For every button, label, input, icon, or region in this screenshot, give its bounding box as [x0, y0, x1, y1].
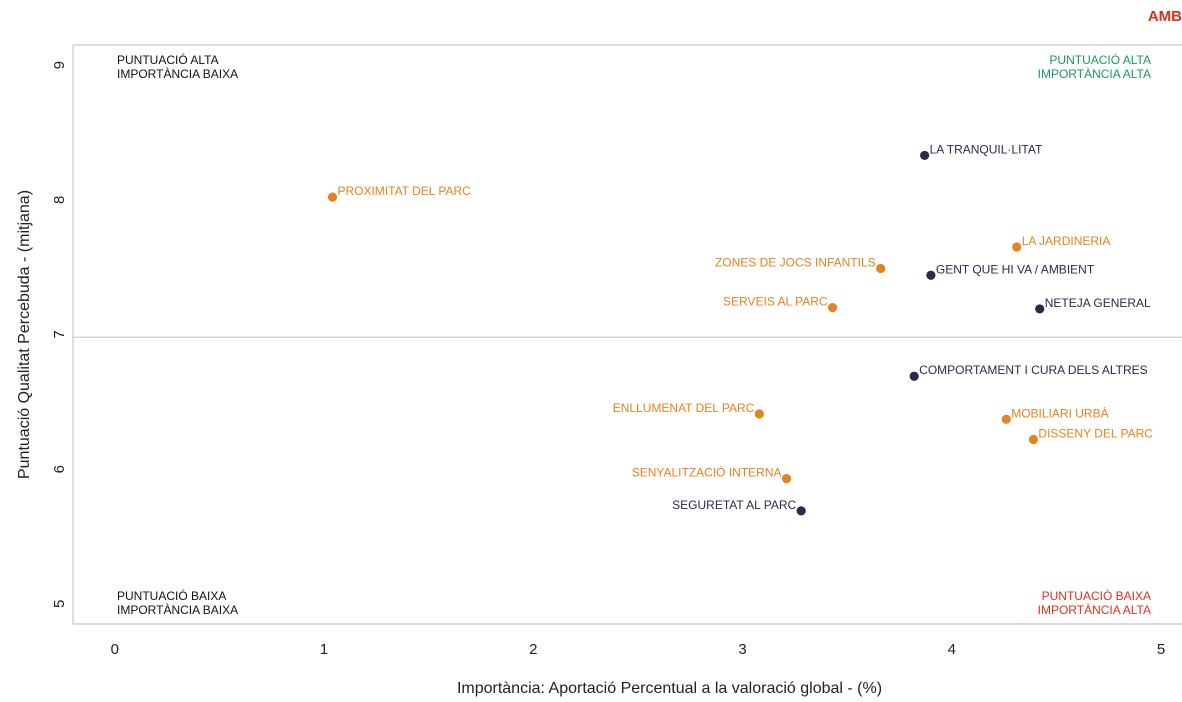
- quadrant-label: PUNTUACIÓ ALTA: [1049, 52, 1151, 67]
- data-point: [1035, 304, 1045, 314]
- data-label: COMPORTAMENT I CURA DELS ALTRES: [919, 363, 1148, 377]
- data-point: [926, 270, 936, 280]
- y-axis-title: Puntuació Qualitat Percebuda - (mitjana): [16, 190, 33, 479]
- x-tick-label: 1: [320, 641, 328, 658]
- quadrant-label: IMPORTÀNCIA ALTA: [1038, 602, 1151, 617]
- data-label: SENYALITZACIÓ INTERNA: [632, 465, 782, 480]
- data-label: DISSENY DEL PARC: [1038, 427, 1153, 441]
- data-label: NETEJA GENERAL: [1045, 296, 1151, 310]
- data-point: [920, 150, 930, 161]
- data-point: [909, 371, 919, 381]
- data-point: [1001, 414, 1011, 424]
- data-label: ENLLUMENAT DEL PARC: [613, 401, 755, 415]
- data-point: [1028, 434, 1039, 445]
- x-tick-label: 3: [738, 641, 746, 658]
- x-tick-label: 5: [1157, 641, 1165, 658]
- data-label: LA TRANQUIL·LITAT: [930, 142, 1043, 156]
- y-tick-label: 7: [51, 330, 68, 338]
- data-label: LA JARDINERIA: [1022, 234, 1111, 248]
- y-tick-label: 5: [51, 600, 68, 608]
- data-point: [827, 302, 838, 313]
- quadrant-label: IMPORTÀNCIA BAIXA: [117, 66, 238, 81]
- x-axis-title: Importància: Aportació Percentual a la v…: [457, 680, 882, 697]
- data-point: [876, 263, 886, 274]
- data-label: SEGURETAT AL PARC: [672, 498, 796, 512]
- quadrant-label: IMPORTÀNCIA ALTA: [1038, 66, 1151, 81]
- corner-tag: AMB: [1147, 8, 1182, 25]
- data-label: GENT QUE HI VA / AMBIENT: [936, 262, 1095, 276]
- y-tick-label: 9: [51, 61, 68, 69]
- data-point: [781, 473, 792, 484]
- x-tick-label: 0: [111, 641, 119, 658]
- x-tick-label: 4: [948, 641, 956, 658]
- data-label: ZONES DE JOCS INFANTILS: [715, 256, 876, 270]
- data-label: SERVEIS AL PARC: [723, 295, 828, 309]
- data-point: [1012, 242, 1022, 252]
- data-point: [754, 409, 764, 419]
- quadrant-label: PUNTUACIÓ ALTA: [117, 52, 219, 67]
- y-tick-label: 8: [51, 196, 68, 204]
- y-tick-label: 6: [51, 465, 68, 473]
- x-tick-label: 2: [529, 641, 537, 658]
- quadrant-label: PUNTUACIÓ BAIXA: [117, 588, 226, 603]
- data-point: [327, 192, 338, 202]
- data-label: MOBILIARI URBÀ: [1011, 405, 1108, 420]
- data-label: PROXIMITAT DEL PARC: [337, 184, 471, 198]
- quadrant-label: IMPORTÀNCIA BAIXA: [117, 602, 238, 617]
- data-point: [796, 506, 806, 516]
- quadrant-label: PUNTUACIÓ BAIXA: [1042, 588, 1151, 603]
